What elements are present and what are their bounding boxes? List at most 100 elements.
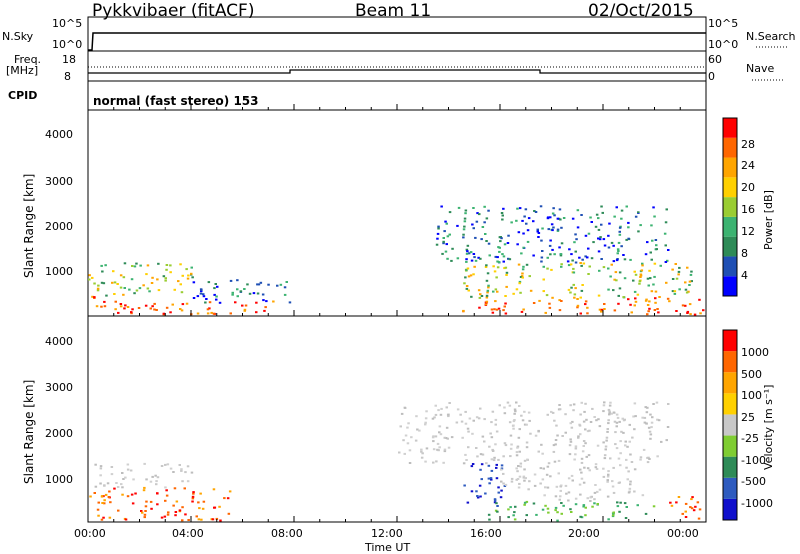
- data-cell: [515, 401, 518, 404]
- data-cell: [578, 483, 582, 486]
- data-cell: [456, 257, 460, 260]
- data-cell: [477, 417, 481, 420]
- data-cell: [437, 225, 440, 228]
- data-cell: [669, 501, 672, 504]
- data-cell: [620, 209, 624, 212]
- data-cell: [505, 271, 509, 274]
- data-cell: [568, 248, 571, 251]
- data-cell: [137, 307, 141, 309]
- data-cell: [584, 300, 588, 303]
- data-cell: [465, 260, 468, 263]
- velocity-cb-border: [722, 329, 738, 521]
- data-cell: [191, 497, 195, 500]
- data-cell: [499, 496, 503, 499]
- data-cell: [585, 418, 588, 421]
- data-cell: [461, 436, 464, 439]
- nsearch-tick-bottom: 10^0: [708, 38, 739, 51]
- data-cell: [606, 480, 609, 483]
- data-cell: [582, 440, 586, 442]
- data-cell: [580, 214, 583, 216]
- data-cell: [140, 510, 143, 512]
- data-cell: [668, 300, 671, 303]
- data-cell: [615, 421, 619, 424]
- data-cell: [588, 429, 591, 432]
- data-cell: [180, 291, 184, 294]
- data-cell: [639, 224, 642, 227]
- data-cell: [156, 503, 159, 506]
- data-cell: [171, 303, 174, 306]
- data-cell: [569, 404, 572, 407]
- data-cell: [510, 221, 513, 224]
- data-cell: [192, 297, 196, 299]
- x-tick: 04:00: [172, 527, 204, 540]
- data-cell: [677, 496, 681, 498]
- data-cell: [573, 458, 576, 461]
- data-cell: [644, 406, 647, 409]
- data-cell: [666, 259, 669, 262]
- data-cell: [618, 420, 621, 423]
- data-cell: [144, 505, 148, 508]
- data-cell: [522, 246, 525, 249]
- data-cell: [546, 267, 549, 270]
- data-cell: [548, 244, 552, 247]
- data-cell: [472, 253, 476, 255]
- data-cell: [256, 292, 260, 295]
- data-cell: [208, 301, 212, 304]
- data-cell: [607, 422, 610, 425]
- data-cell: [146, 264, 150, 267]
- data-cell: [595, 213, 599, 216]
- data-cell: [121, 472, 124, 474]
- data-cell: [571, 259, 574, 262]
- data-cell: [154, 474, 157, 477]
- data-cell: [403, 406, 407, 409]
- data-cell: [515, 288, 519, 291]
- data-cell: [581, 450, 585, 453]
- data-cell: [481, 435, 485, 438]
- data-cell: [564, 484, 568, 487]
- data-cell: [512, 427, 515, 430]
- data-cell: [537, 232, 541, 234]
- data-cell: [103, 305, 107, 308]
- data-cell: [576, 209, 580, 212]
- data-cell: [617, 250, 620, 252]
- data-cell: [143, 486, 146, 489]
- data-cell: [119, 303, 123, 305]
- data-cell: [513, 419, 516, 421]
- data-cell: [615, 206, 618, 209]
- data-cell: [443, 450, 447, 453]
- data-cell: [218, 301, 222, 304]
- data-cell: [451, 247, 454, 250]
- power-cb-tick: 16: [741, 203, 755, 216]
- data-cell: [495, 463, 498, 466]
- data-cell: [91, 276, 94, 279]
- data-cell: [623, 277, 627, 280]
- data-cell: [593, 491, 597, 494]
- data-cell: [470, 295, 473, 298]
- data-cell: [627, 226, 630, 229]
- data-cell: [598, 488, 602, 491]
- data-cell: [190, 266, 193, 269]
- data-cell: [560, 265, 563, 268]
- data-cell: [689, 273, 693, 276]
- data-cell: [690, 498, 693, 501]
- data-cell: [516, 478, 520, 480]
- data-cell: [186, 465, 190, 468]
- data-cell: [184, 471, 187, 474]
- data-cell: [593, 502, 596, 505]
- data-cell: [104, 264, 107, 267]
- data-cell: [490, 469, 494, 472]
- data-cell: [542, 467, 545, 470]
- velocity-ytick: 2000: [45, 427, 73, 440]
- data-cell: [610, 263, 613, 266]
- data-cell: [465, 248, 469, 251]
- data-cell: [149, 500, 153, 503]
- data-cell: [621, 417, 624, 420]
- power-cb-swatch: [723, 236, 737, 257]
- data-cell: [523, 503, 526, 506]
- data-cell: [191, 500, 194, 503]
- data-cell: [463, 217, 467, 220]
- data-cell: [100, 264, 103, 267]
- data-cell: [516, 470, 519, 473]
- data-cell: [196, 295, 200, 298]
- data-cell: [493, 456, 496, 459]
